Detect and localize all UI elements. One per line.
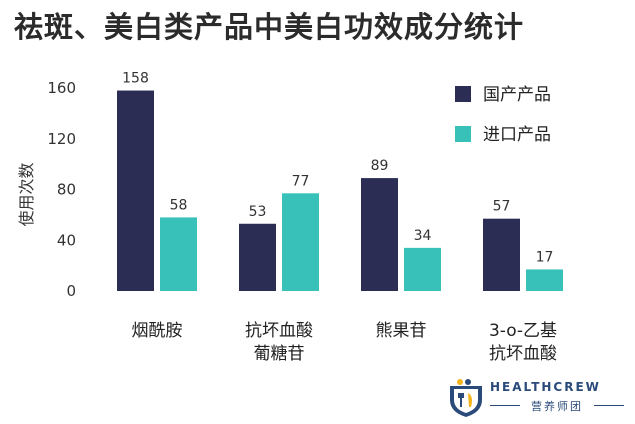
healthcrew-logo-icon — [450, 379, 482, 417]
y-tick-label-2: 80 — [57, 181, 76, 199]
data-label-domestic-1: 53 — [249, 204, 267, 220]
category-label-2-0: 熊果苷 — [376, 321, 427, 341]
bar-domestic-2 — [361, 178, 398, 291]
data-label-imported-3: 17 — [536, 249, 554, 265]
category-label-0-0: 烟酰胺 — [132, 321, 183, 341]
data-label-imported-1: 77 — [292, 173, 310, 189]
bar-imported-0 — [160, 217, 197, 291]
brand-divider-right — [594, 405, 624, 406]
data-label-imported-2: 34 — [414, 228, 432, 244]
bar-imported-2 — [404, 247, 441, 291]
y-tick-label-0: 0 — [66, 282, 76, 300]
bar-domestic-1 — [239, 223, 276, 291]
y-tick-label-1: 40 — [57, 231, 76, 249]
y-axis-label: 使用次数 — [17, 162, 36, 226]
y-tick-label-3: 120 — [47, 130, 76, 148]
data-label-domestic-3: 57 — [493, 199, 511, 215]
y-tick-label-4: 160 — [47, 79, 76, 97]
bar-domestic-0 — [117, 90, 154, 291]
bar-imported-3 — [526, 269, 563, 291]
chart-title: 祛斑、美白类产品中美白功效成分统计 — [14, 10, 525, 44]
bar-imported-1 — [282, 193, 319, 291]
healthcrew-logo: HEALTHCREW 营养师团 — [446, 376, 626, 420]
category-label-3-0: 3-o-乙基 — [489, 321, 557, 341]
legend-label-0: 国产产品 — [483, 85, 551, 105]
data-label-domestic-2: 89 — [371, 158, 389, 174]
brand-name-cn: 营养师团 — [531, 400, 583, 413]
legend-label-1: 进口产品 — [483, 125, 551, 145]
bar-domestic-3 — [483, 218, 520, 291]
category-label-1-0: 抗坏血酸 — [245, 321, 313, 341]
brand-divider-left — [490, 405, 520, 406]
category-label-3-1: 抗坏血酸 — [489, 344, 557, 364]
category-label-1-1: 葡糖苷 — [254, 344, 305, 364]
data-label-domestic-0: 158 — [122, 71, 149, 87]
legend-swatch-1 — [455, 126, 471, 142]
legend-swatch-0 — [455, 86, 471, 102]
data-label-imported-0: 58 — [170, 197, 188, 213]
brand-name-en: HEALTHCREW — [490, 380, 601, 394]
